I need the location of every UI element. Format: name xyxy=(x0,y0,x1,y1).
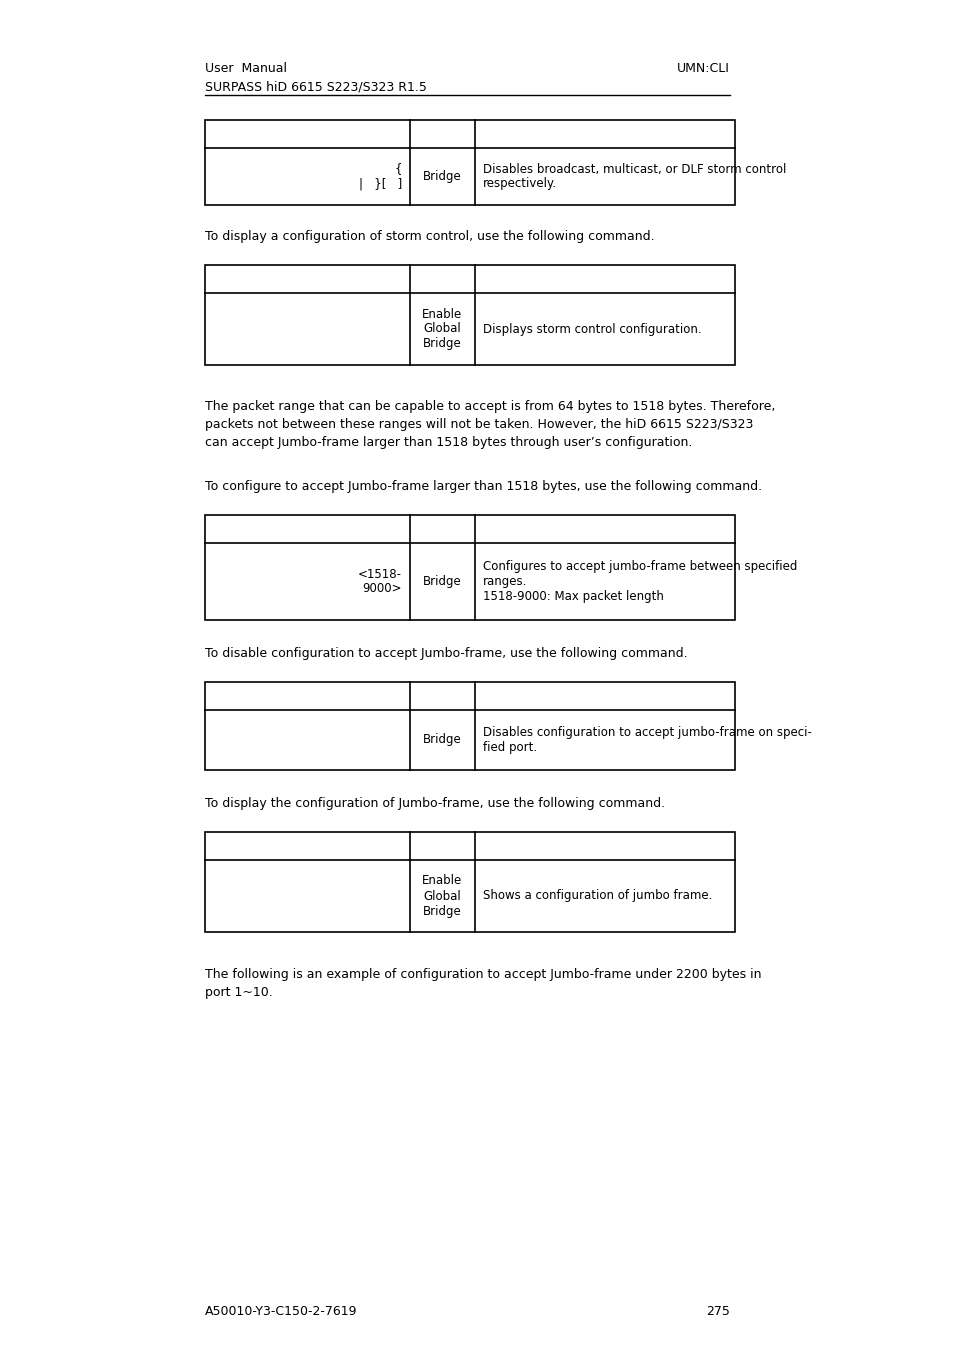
Bar xyxy=(205,682,734,769)
Text: To display a configuration of storm control, use the following command.: To display a configuration of storm cont… xyxy=(205,230,654,243)
Text: To disable configuration to accept Jumbo-frame, use the following command.: To disable configuration to accept Jumbo… xyxy=(205,647,687,660)
Text: UMN:CLI: UMN:CLI xyxy=(677,62,729,76)
Text: {
|   }[   ]: { | }[ ] xyxy=(358,162,401,190)
Text: The following is an example of configuration to accept Jumbo-frame under 2200 by: The following is an example of configura… xyxy=(205,968,760,999)
Text: Enable
Global
Bridge: Enable Global Bridge xyxy=(422,308,462,351)
Text: Disables configuration to accept jumbo-frame on speci-
fied port.: Disables configuration to accept jumbo-f… xyxy=(482,726,811,755)
Text: User  Manual: User Manual xyxy=(205,62,287,76)
Bar xyxy=(205,832,734,932)
Text: To display the configuration of Jumbo-frame, use the following command.: To display the configuration of Jumbo-fr… xyxy=(205,796,664,810)
Text: Bridge: Bridge xyxy=(423,733,461,747)
Text: To configure to accept Jumbo-frame larger than 1518 bytes, use the following com: To configure to accept Jumbo-frame large… xyxy=(205,481,761,493)
Text: SURPASS hiD 6615 S223/S323 R1.5: SURPASS hiD 6615 S223/S323 R1.5 xyxy=(205,80,426,93)
Text: 275: 275 xyxy=(705,1305,729,1318)
Text: Shows a configuration of jumbo frame.: Shows a configuration of jumbo frame. xyxy=(482,890,712,903)
Text: Enable
Global
Bridge: Enable Global Bridge xyxy=(422,875,462,918)
Text: A50010-Y3-C150-2-7619: A50010-Y3-C150-2-7619 xyxy=(205,1305,357,1318)
Text: Configures to accept jumbo-frame between specified
ranges.
1518-9000: Max packet: Configures to accept jumbo-frame between… xyxy=(482,560,797,603)
Text: Bridge: Bridge xyxy=(423,575,461,589)
Bar xyxy=(205,120,734,205)
Text: Disables broadcast, multicast, or DLF storm control
respectively.: Disables broadcast, multicast, or DLF st… xyxy=(482,162,785,190)
Text: Displays storm control configuration.: Displays storm control configuration. xyxy=(482,323,700,336)
Bar xyxy=(205,265,734,365)
Text: The packet range that can be capable to accept is from 64 bytes to 1518 bytes. T: The packet range that can be capable to … xyxy=(205,400,775,450)
Text: Bridge: Bridge xyxy=(423,170,461,184)
Bar xyxy=(205,514,734,620)
Text: <1518-
9000>: <1518- 9000> xyxy=(357,567,401,595)
